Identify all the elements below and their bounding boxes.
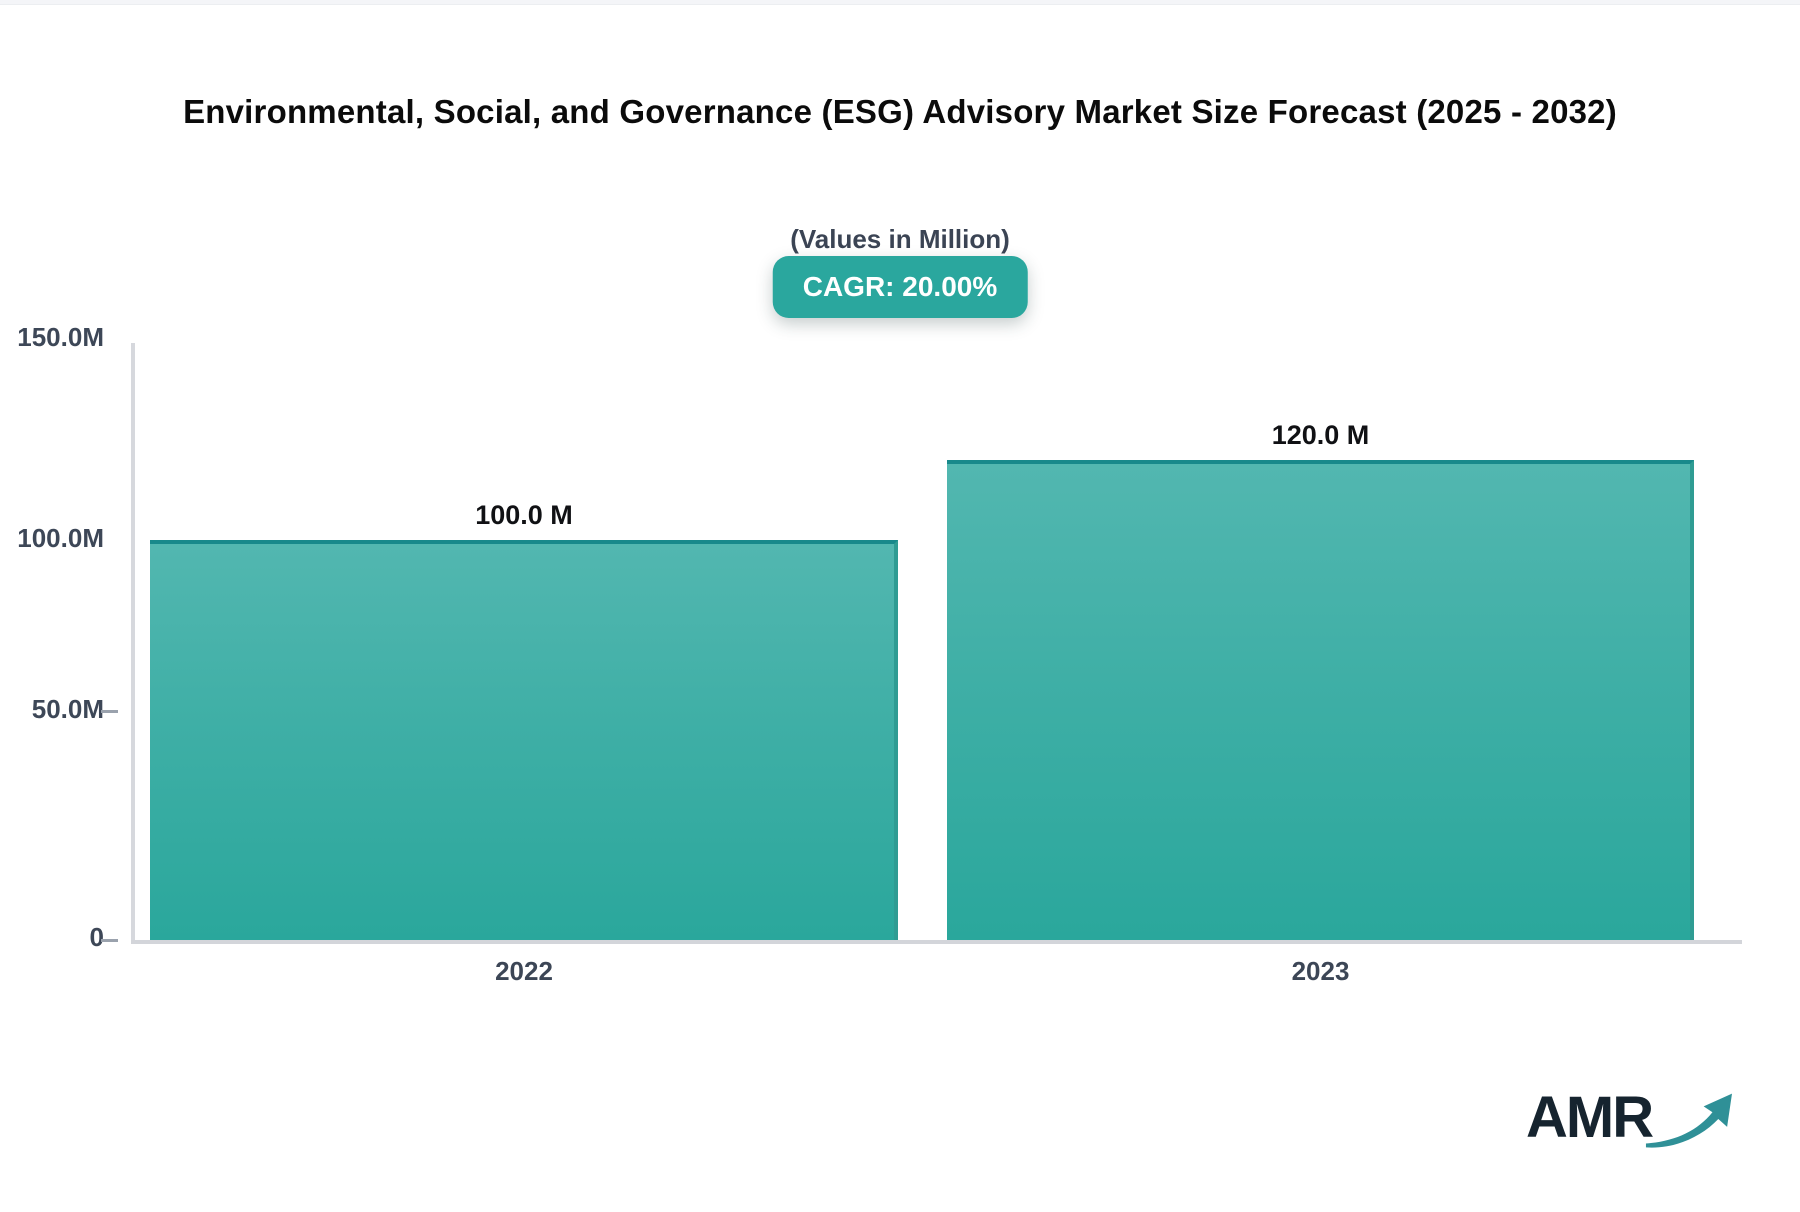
chart-title: Environmental, Social, and Governance (E… bbox=[183, 93, 1617, 130]
x-axis-label-2023: 2023 bbox=[1291, 956, 1350, 986]
top-border-strip bbox=[0, 0, 1800, 5]
bar-group-2023: 120.0 M bbox=[947, 420, 1694, 940]
y-axis-line bbox=[131, 343, 135, 944]
y-tick-mark-50m bbox=[101, 710, 118, 713]
cagr-badge: CAGR: 20.00% bbox=[772, 256, 1028, 318]
bar-2023[interactable] bbox=[947, 460, 1694, 940]
bar-value-label-2022: 100.0 M bbox=[475, 500, 573, 530]
bar-value-label-2023: 120.0 M bbox=[1271, 420, 1370, 450]
y-tick-label-100m: 100.0M bbox=[17, 523, 104, 553]
x-axis-label-2022: 2022 bbox=[495, 956, 553, 986]
chart-subtitle: (Values in Million) bbox=[790, 224, 1010, 254]
bar-group-2022: 100.0 M bbox=[150, 500, 898, 940]
amr-logo: AMR bbox=[1526, 1084, 1733, 1152]
amr-logo-text: AMR bbox=[1526, 1085, 1654, 1150]
y-tick-label-150m: 150.0M bbox=[17, 322, 104, 352]
y-tick-mark-0 bbox=[101, 939, 118, 942]
x-axis-line bbox=[131, 940, 1742, 944]
growth-arrow-icon bbox=[1646, 1093, 1733, 1148]
y-tick-label-0: 0 bbox=[89, 922, 104, 952]
bar-2022[interactable] bbox=[150, 540, 898, 940]
y-tick-label-50m: 50.0M bbox=[31, 694, 104, 724]
